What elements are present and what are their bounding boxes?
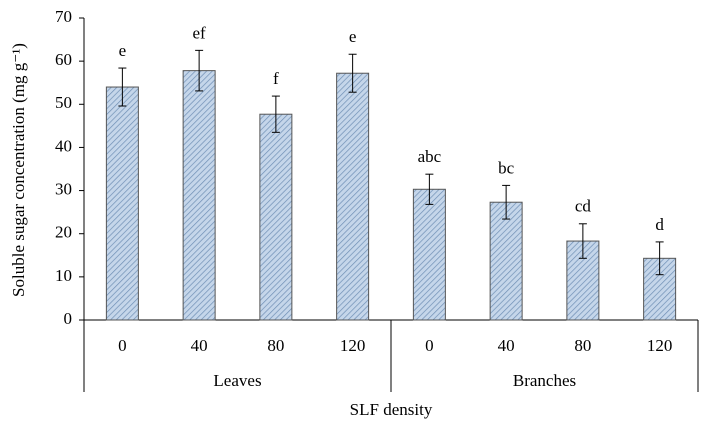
bar xyxy=(182,70,216,321)
x-tick-label: 80 xyxy=(267,336,284,355)
bar xyxy=(643,257,677,321)
significance-letter: d xyxy=(655,215,664,234)
significance-letter: cd xyxy=(575,197,592,216)
x-tick-label: 40 xyxy=(498,336,515,355)
y-tick-label: 10 xyxy=(55,266,72,285)
bar xyxy=(336,72,370,321)
y-tick-label: 70 xyxy=(55,7,72,26)
x-tick-label: 40 xyxy=(191,336,208,355)
bar xyxy=(412,188,446,321)
significance-letter: e xyxy=(349,27,357,46)
y-axis-title: Soluble sugar concentration (mg g⁻¹) xyxy=(9,43,28,297)
x-tick-label: 120 xyxy=(647,336,673,355)
bar xyxy=(259,113,293,321)
x-tick-label: 0 xyxy=(425,336,434,355)
bar xyxy=(489,201,523,321)
bar xyxy=(105,86,139,321)
x-axis-title: SLF density xyxy=(350,400,433,419)
significance-letter: e xyxy=(119,41,127,60)
y-tick-label: 0 xyxy=(64,309,73,328)
x-tick-label: 120 xyxy=(340,336,366,355)
significance-letter: f xyxy=(273,69,279,88)
significance-letter: bc xyxy=(498,158,515,177)
y-tick-label: 60 xyxy=(55,50,72,69)
significance-letter: abc xyxy=(418,147,442,166)
y-tick-label: 20 xyxy=(55,223,72,242)
y-tick-label: 40 xyxy=(55,136,72,155)
y-tick-label: 50 xyxy=(55,93,72,112)
x-tick-label: 80 xyxy=(574,336,591,355)
y-tick-label: 30 xyxy=(55,179,72,198)
group-label: Leaves xyxy=(213,371,261,390)
significance-letter: ef xyxy=(193,23,207,42)
x-tick-label: 0 xyxy=(118,336,127,355)
group-label: Branches xyxy=(513,371,576,390)
